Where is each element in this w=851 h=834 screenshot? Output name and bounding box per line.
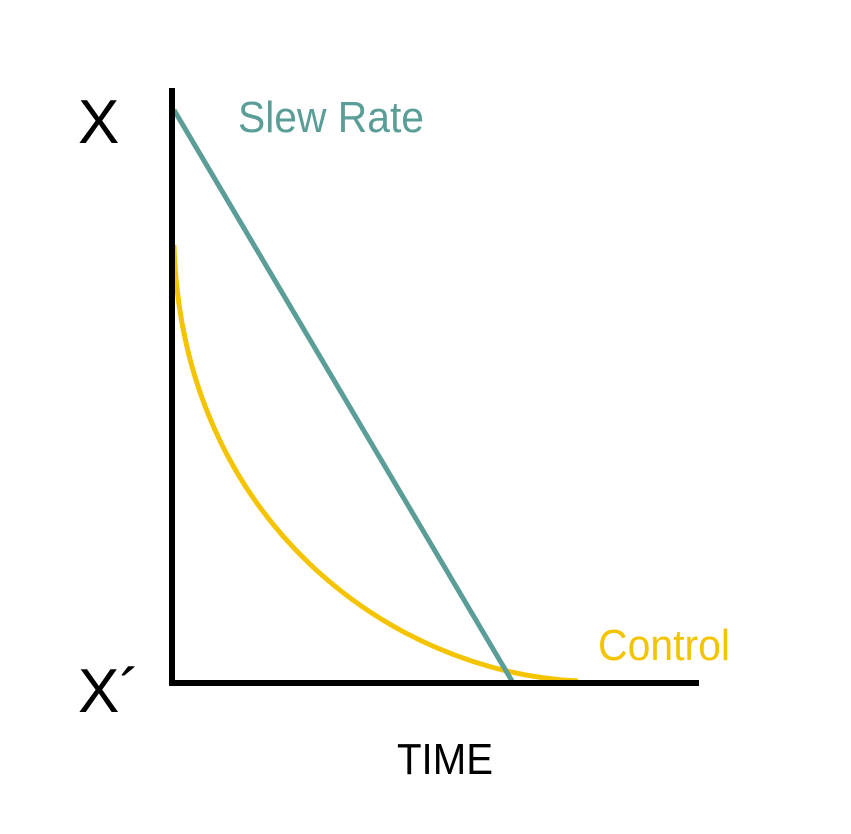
y-bottom-label: X´ [78, 657, 140, 726]
control-curve [171, 244, 579, 684]
y-top-label: X [78, 88, 119, 157]
control-label: Control [598, 621, 730, 670]
slew-rate-line [171, 108, 515, 683]
slew-rate-label: Slew Rate [238, 93, 424, 142]
x-axis-label: TIME [397, 735, 493, 784]
